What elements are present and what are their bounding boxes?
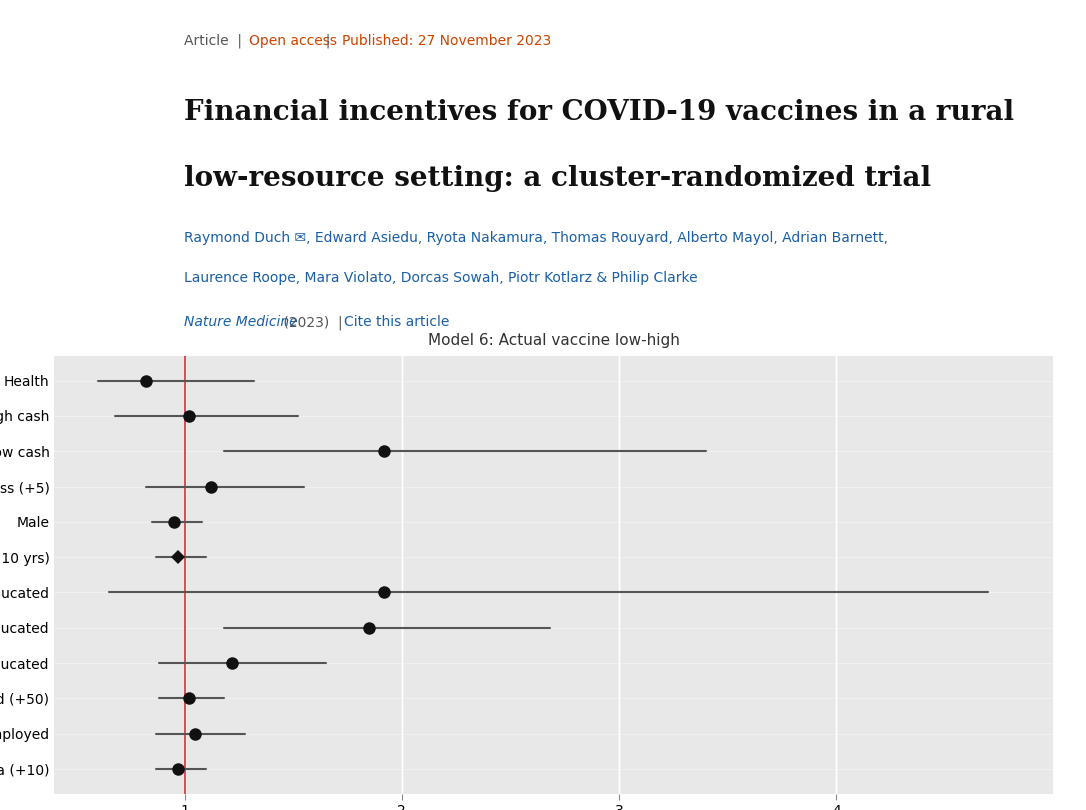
Text: Article  |: Article | [185, 34, 251, 48]
Text: Raymond Duch ✉, Edward Asiedu, Ryota Nakamura, Thomas Rouyard, Alberto Mayol, Ad: Raymond Duch ✉, Edward Asiedu, Ryota Nak… [185, 231, 888, 245]
Text: (2023)  |: (2023) | [279, 315, 352, 330]
Text: Published: 27 November 2023: Published: 27 November 2023 [342, 34, 552, 48]
Text: |: | [317, 34, 339, 48]
Text: low-resource setting: a cluster-randomized trial: low-resource setting: a cluster-randomiz… [185, 165, 932, 192]
Title: Model 6: Actual vaccine low-high: Model 6: Actual vaccine low-high [428, 333, 680, 347]
Text: Open access: Open access [249, 34, 337, 48]
Text: Nature Medicine: Nature Medicine [185, 315, 298, 329]
Text: Cite this article: Cite this article [344, 315, 450, 329]
Text: Laurence Roope, Mara Violato, Dorcas Sowah, Piotr Kotlarz & Philip Clarke: Laurence Roope, Mara Violato, Dorcas Sow… [185, 271, 698, 285]
Text: Financial incentives for COVID-19 vaccines in a rural: Financial incentives for COVID-19 vaccin… [185, 100, 1014, 126]
